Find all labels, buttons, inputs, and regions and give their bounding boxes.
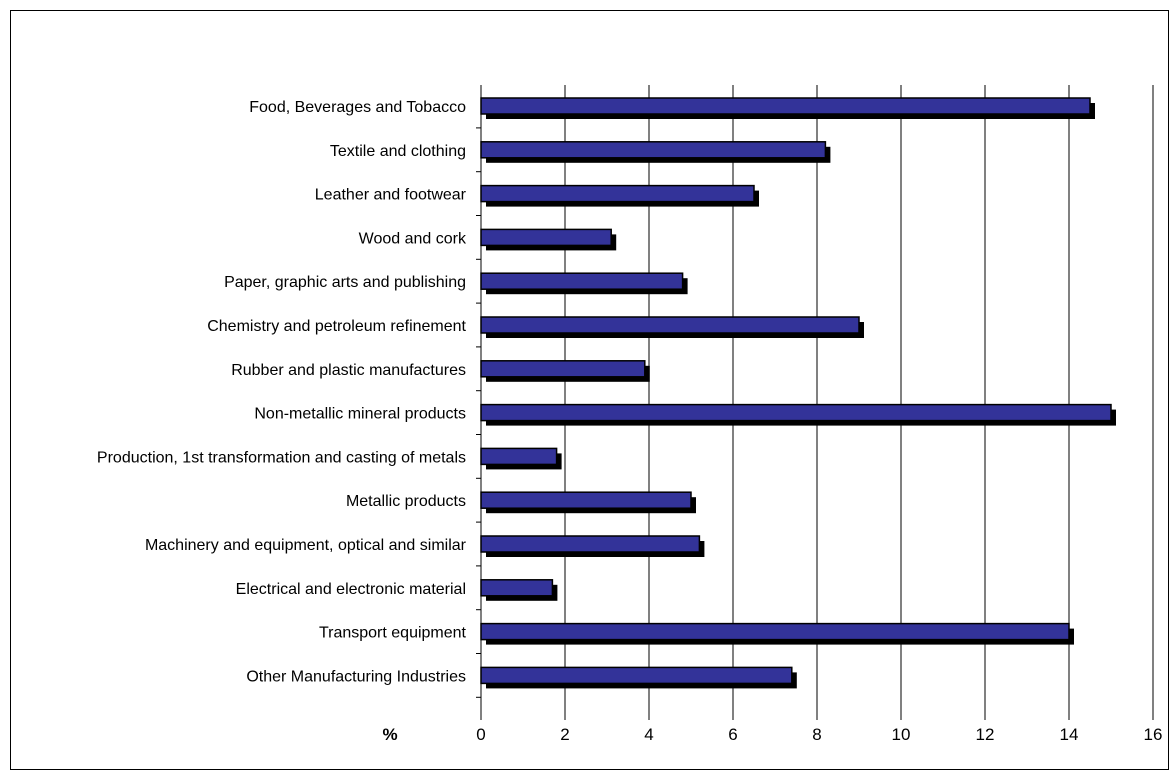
category-label: Non-metallic mineral products bbox=[254, 406, 466, 423]
x-tick-label: 12 bbox=[976, 725, 995, 744]
category-label: Textile and clothing bbox=[330, 143, 466, 160]
category-label: Food, Beverages and Tobacco bbox=[249, 99, 466, 116]
bar bbox=[480, 447, 558, 466]
category-label: Electrical and electronic material bbox=[236, 581, 466, 598]
category-label: Paper, graphic arts and publishing bbox=[224, 274, 466, 291]
bar bbox=[480, 228, 612, 247]
category-label: Rubber and plastic manufactures bbox=[231, 362, 466, 379]
bar bbox=[480, 360, 646, 378]
bar bbox=[480, 141, 827, 159]
x-tick-label: 8 bbox=[812, 725, 821, 744]
bar bbox=[480, 666, 793, 685]
x-tick-label: 16 bbox=[1144, 725, 1163, 744]
bar bbox=[480, 491, 692, 509]
bar bbox=[480, 622, 1070, 641]
category-label: Chemistry and petroleum refinement bbox=[207, 318, 466, 335]
category-label: Leather and footwear bbox=[315, 187, 467, 204]
category-label: Wood and cork bbox=[359, 230, 467, 247]
bar bbox=[480, 97, 1091, 115]
bar bbox=[480, 316, 860, 334]
x-tick-label: 0 bbox=[476, 725, 485, 744]
x-tick-label: 10 bbox=[892, 725, 911, 744]
x-tick-label: 4 bbox=[644, 725, 653, 744]
x-tick-label: 14 bbox=[1060, 725, 1079, 744]
category-label: Production, 1st transformation and casti… bbox=[97, 449, 466, 466]
x-axis-unit-label: % bbox=[382, 725, 397, 744]
bar bbox=[480, 272, 684, 290]
x-tick-label: 2 bbox=[560, 725, 569, 744]
bar bbox=[480, 535, 701, 553]
bar bbox=[480, 579, 554, 597]
bar bbox=[480, 184, 755, 203]
category-label: Metallic products bbox=[346, 493, 466, 510]
category-label: Machinery and equipment, optical and sim… bbox=[145, 537, 467, 554]
category-label: Transport equipment bbox=[319, 625, 467, 642]
bar bbox=[480, 403, 1112, 422]
x-tick-label: 6 bbox=[728, 725, 737, 744]
category-label: Other Manufacturing Industries bbox=[246, 668, 466, 685]
